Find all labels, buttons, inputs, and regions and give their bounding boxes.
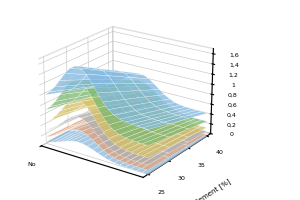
- Y-axis label: Cement [%]: Cement [%]: [193, 178, 231, 200]
